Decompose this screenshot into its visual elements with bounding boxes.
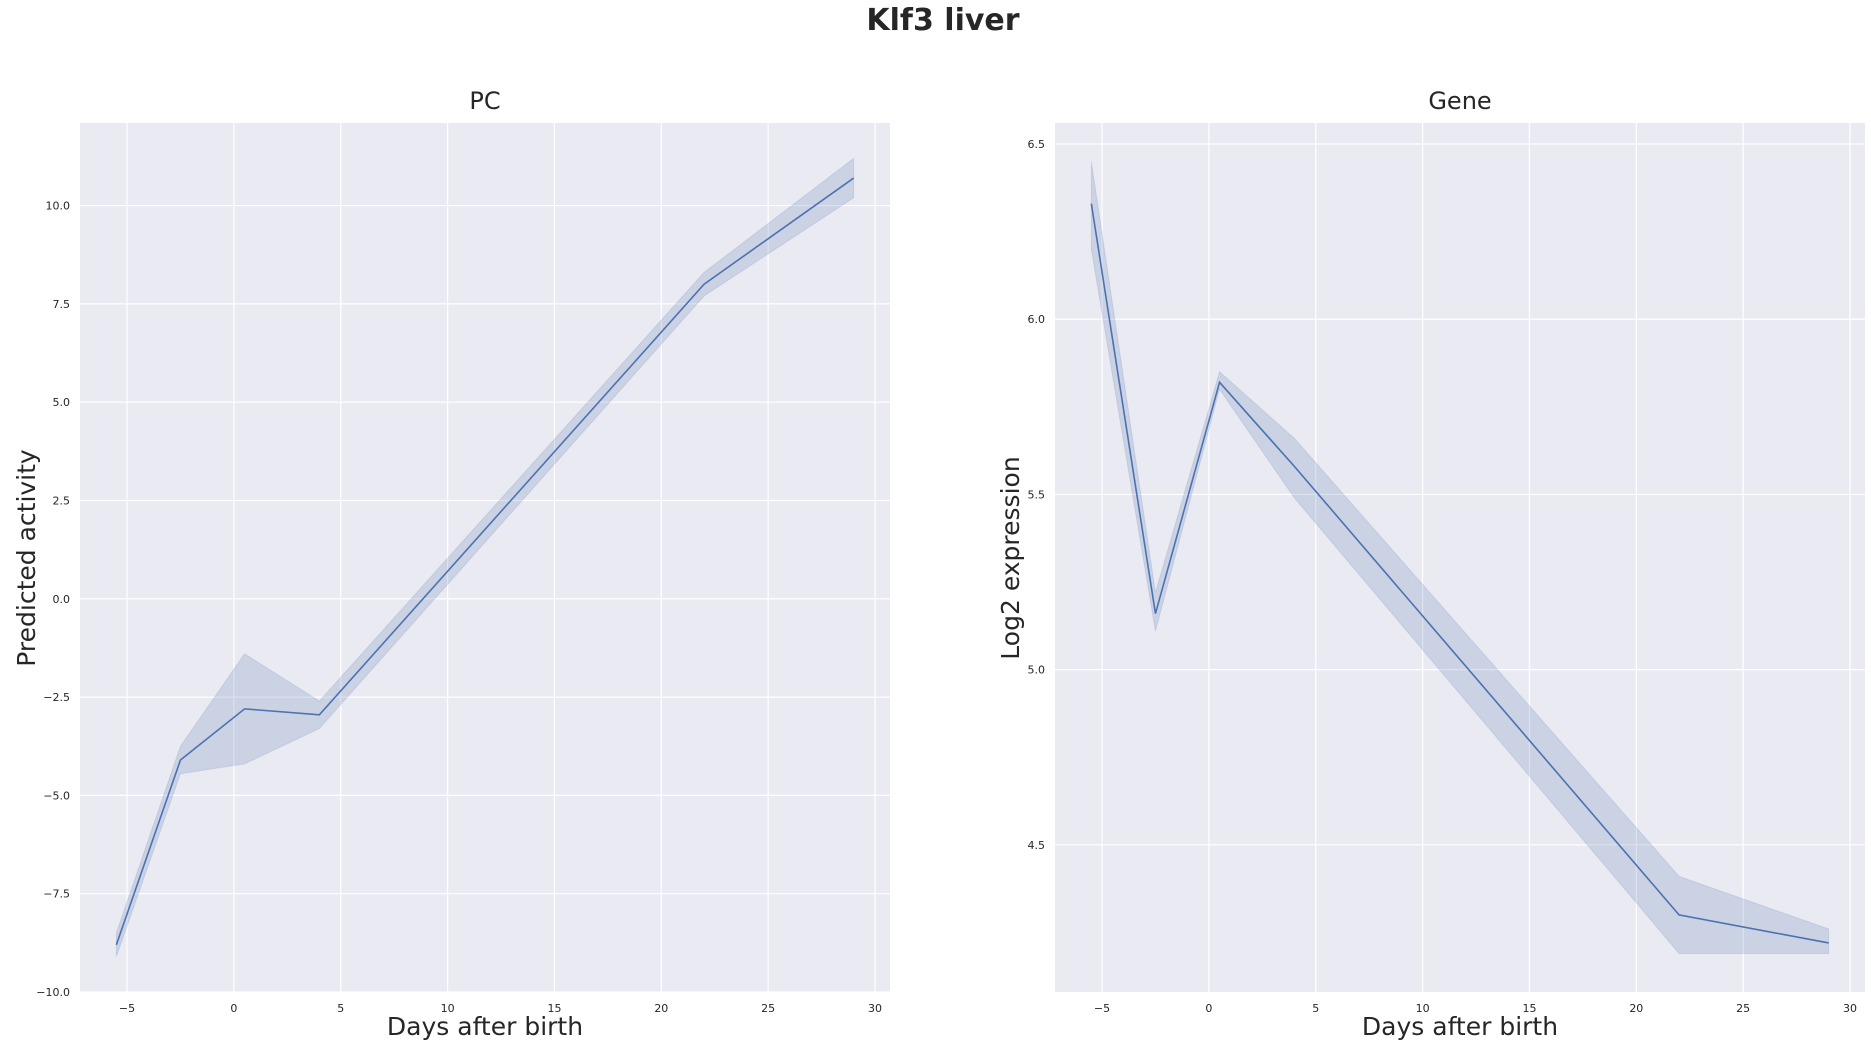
x-tick-label: 5 [337,1002,344,1015]
y-tick-label: 5.0 [53,396,71,409]
chart-pc: −5 0 5 10 15 20 25 30 −10.0 −7.5 −5.0 −2.5 0.0 2.5 5.0… [12,87,890,1041]
y-tick-label: 0.0 [53,593,71,606]
y-tick-label: 5.0 [1028,664,1046,677]
x-tick-label: 30 [868,1002,882,1015]
x-tick-label: −5 [119,1002,135,1015]
y-tick-label: −2.5 [43,691,70,704]
x-tick-label: 5 [1312,1002,1319,1015]
x-tick-label: 0 [230,1002,237,1015]
y-tick-label: 10.0 [46,200,71,213]
subplot-title: Gene [1428,87,1491,115]
plot-area [1055,123,1865,992]
x-tick-label: −5 [1094,1002,1110,1015]
y-tick-label: −5.0 [43,789,70,802]
y-tick-label: 5.5 [1028,488,1046,501]
x-tick-label: 15 [1522,1002,1536,1015]
x-tick-label: 10 [441,1002,455,1015]
confidence-band [115,157,855,957]
x-tick-label: 30 [1843,1002,1857,1015]
y-tick-label: 2.5 [53,494,71,507]
x-tick-label: 20 [1629,1002,1643,1015]
x-tick-label: 25 [761,1002,775,1015]
subplot-title: PC [469,87,500,115]
y-tick-label: −10.0 [36,986,70,999]
x-tick-label: 15 [547,1002,561,1015]
y-axis-label: Log2 expression [996,456,1025,659]
x-tick-label: 0 [1205,1002,1212,1015]
y-tick-label: 6.5 [1028,138,1046,151]
x-tick-label: 20 [654,1002,668,1015]
confidence-band [1090,161,1830,954]
series-line [1090,203,1829,944]
plot-area [80,123,890,992]
chart-gene: −5 0 5 10 15 20 25 30 4.5 5.0 5.5 6.0 6.5 Gene Days af… [996,87,1865,1041]
figure-title: Klf3 liver [866,3,1019,38]
series-line [115,177,855,946]
y-axis-label: Predicted activity [12,449,41,667]
y-tick-label: 4.5 [1028,839,1046,852]
x-axis-label: Days after birth [387,1012,583,1041]
x-axis-label: Days after birth [1362,1012,1558,1041]
x-tick-label: 25 [1736,1002,1750,1015]
y-tick-label: 7.5 [53,298,71,311]
y-tick-label: −7.5 [43,888,70,901]
x-tick-label: 10 [1416,1002,1430,1015]
y-tick-label: 6.0 [1028,313,1046,326]
